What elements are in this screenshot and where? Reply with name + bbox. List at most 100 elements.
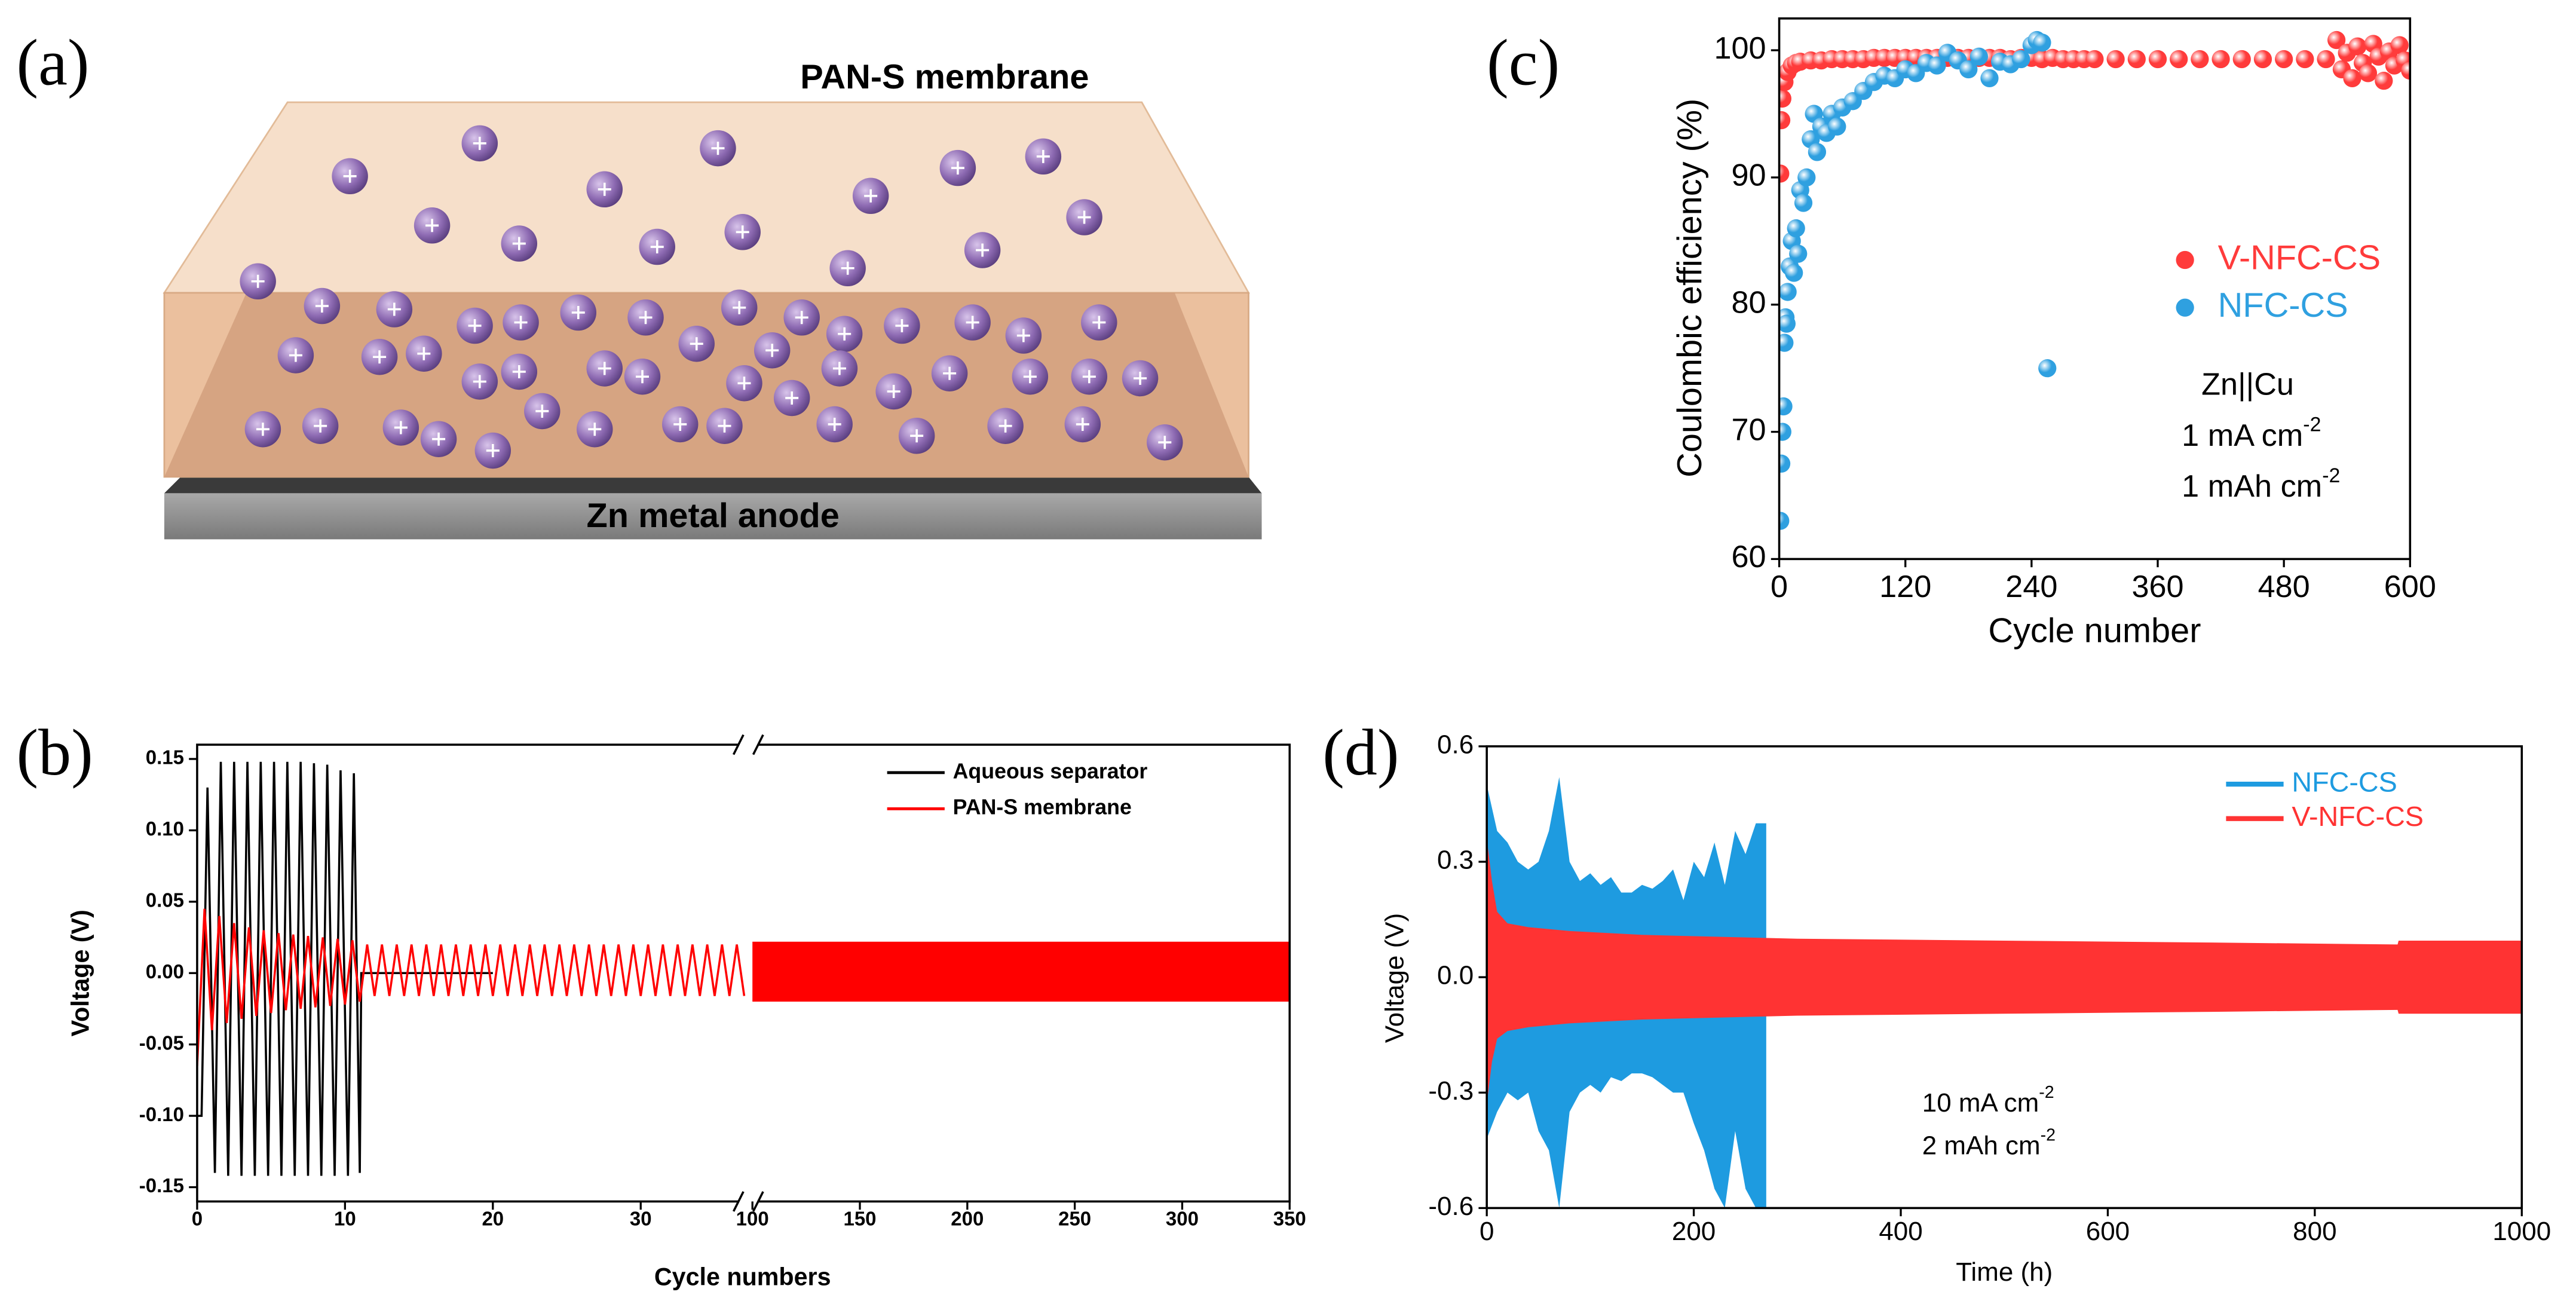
point (2390, 36, 2409, 54)
ion-plus (417, 347, 431, 360)
y-axis-label: Voltage (V) (1380, 913, 1410, 1043)
point (2343, 69, 2361, 88)
x-tick-label: 800 (2293, 1217, 2336, 1246)
point (2191, 50, 2209, 69)
ion-plus (976, 243, 990, 257)
point (2296, 50, 2314, 69)
y-tick-label: 100 (1714, 31, 1766, 66)
panel-label: (c) (1487, 26, 1560, 99)
ion-plus (1092, 316, 1106, 329)
point (2275, 50, 2293, 69)
x-tick-label: 480 (2258, 570, 2310, 604)
annotation-text: 2 mAh cm (1922, 1131, 2041, 1160)
legend-label: V-NFC-CS (2292, 801, 2424, 832)
ion-plus (1036, 149, 1050, 163)
ion-plus (512, 237, 526, 250)
plot-area (197, 761, 1290, 1176)
ion-plus (887, 384, 900, 398)
ion-plus (841, 261, 854, 275)
ion-plus (598, 182, 611, 196)
annotation-sup: -2 (2039, 1083, 2054, 1102)
ion-plus (512, 365, 526, 378)
annotation-sup: -2 (2303, 414, 2321, 436)
ion-plus (251, 274, 265, 288)
point (2148, 50, 2167, 69)
ion-plus (289, 348, 302, 362)
y-tick-label: 0.00 (146, 960, 184, 982)
x-tick-label: 0 (1771, 570, 1788, 604)
point (1779, 512, 1790, 530)
annotation: 1 mAh cm-2 (2182, 464, 2340, 504)
point (1779, 89, 1791, 108)
point (1969, 47, 1989, 66)
point (1980, 69, 1999, 88)
ion-plus (737, 377, 751, 390)
plot-area (1487, 777, 2522, 1208)
y-axis-label: Coulombic efficiency (%) (1671, 99, 1709, 478)
y-tick-label: 0.6 (1437, 730, 1474, 759)
ion-plus (718, 419, 731, 433)
ion-plus (315, 299, 329, 313)
ion-plus (966, 316, 979, 329)
anode-label: Zn metal anode (587, 497, 840, 535)
x-tick-label: 200 (951, 1207, 984, 1229)
legend-label: Aqueous separator (953, 759, 1148, 783)
ion-plus (864, 189, 878, 203)
annotation: 10 mA cm-2 (1922, 1083, 2054, 1118)
ion-plus (425, 219, 439, 232)
ion-plus (673, 417, 687, 431)
ion-plus (838, 327, 851, 341)
chart: (c) 60 70 80 90 100 0 120 240 360 480 600 Cycle numb… (1487, 17, 2436, 650)
y-tick-label: -0.15 (139, 1174, 184, 1196)
ion-plus (1016, 329, 1030, 342)
ion-plus (639, 311, 653, 325)
x-tick-label: 20 (482, 1207, 504, 1229)
y-tick-label: -0.10 (139, 1103, 184, 1125)
chart: (d) -0.6 -0.3 0.0 0.3 0.6 0 200 400 600 800 1000 Tim… (1322, 716, 2551, 1287)
y-tick-label: 0.15 (146, 746, 184, 769)
y-tick-label: -0.6 (1428, 1192, 1474, 1221)
ion-plus (394, 421, 408, 434)
annotation: 2 mAh cm-2 (1922, 1125, 2056, 1160)
x-tick-label: 400 (1879, 1217, 1922, 1246)
x-tick-label: 10 (334, 1207, 356, 1229)
y-axis-label: Voltage (V) (66, 910, 94, 1036)
ion-plus (473, 136, 486, 150)
panel-label: (b) (16, 716, 93, 789)
ion-plus (711, 142, 725, 155)
ion-plus (486, 443, 500, 457)
ion-plus (373, 350, 387, 364)
legend-label: V-NFC-CS (2218, 238, 2381, 277)
x-tick-label: 100 (736, 1207, 769, 1229)
legend-label: NFC-CS (2292, 766, 2397, 797)
ion-plus (998, 419, 1012, 433)
legend-label: NFC-CS (2218, 286, 2348, 325)
ion-plus (1077, 210, 1091, 224)
point (2085, 50, 2104, 69)
y-tick-label: 70 (1731, 412, 1766, 447)
ion-plus (514, 316, 528, 329)
point (2170, 50, 2188, 69)
panel-label: (d) (1322, 716, 1399, 789)
point (1779, 454, 1791, 473)
axis-break-gap (738, 1196, 758, 1207)
ion-plus (1082, 370, 1096, 384)
band (1487, 838, 2522, 1104)
legend-marker (2176, 250, 2194, 270)
line (197, 908, 746, 1066)
anode-front (164, 493, 1262, 540)
ion-plus (473, 375, 486, 388)
ion-plus (910, 429, 924, 443)
point (1779, 283, 1797, 301)
x-tick-label: 250 (1058, 1207, 1091, 1229)
point (2232, 50, 2251, 69)
point (1797, 168, 1816, 187)
ion-plus (343, 169, 357, 183)
y-tick-label: 90 (1731, 158, 1766, 193)
point (1959, 60, 1978, 79)
point (1787, 219, 1805, 238)
point (2348, 37, 2367, 56)
x-tick-label: 300 (1166, 1207, 1199, 1229)
point (2401, 62, 2410, 80)
annotation-text: Zn||Cu (2201, 368, 2294, 402)
